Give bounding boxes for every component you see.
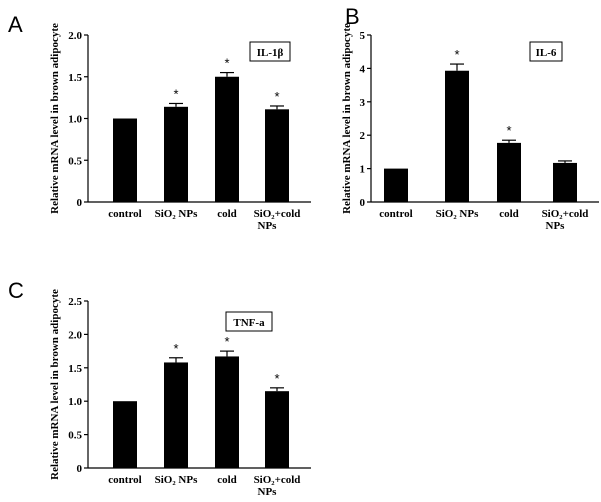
significance-star: * [224, 334, 229, 349]
significance-star: * [224, 56, 229, 71]
legend-label: IL-1β [257, 47, 284, 59]
y-tick-label: 4 [360, 63, 366, 75]
legend-box [529, 41, 563, 62]
y-tick-label: 1.0 [68, 114, 82, 126]
x-tick-label-line2: NPs [258, 486, 278, 498]
bar [113, 401, 137, 468]
y-tick-label: 5 [360, 30, 366, 42]
legend-label: TNF-a [233, 317, 265, 329]
x-tick-label: SiO₂+cold [254, 474, 301, 486]
legend-label: IL-6 [536, 47, 557, 59]
x-tick-label: SiO₂ NPs [436, 208, 479, 220]
y-tick-label: 0 [77, 463, 83, 475]
y-tick-label: 2 [360, 130, 366, 142]
x-tick-label-line2: NPs [258, 220, 278, 232]
bar [384, 168, 408, 202]
y-tick-label: 1.5 [68, 72, 82, 84]
x-tick-label: cold [217, 474, 237, 486]
x-tick-label-line2: NPs [546, 220, 566, 232]
x-tick-label: SiO₂ NPs [155, 474, 198, 486]
bar [497, 142, 521, 202]
bar [265, 109, 289, 202]
chart-panel-a: A Relative mRNA level in brown adipocyte 0… [8, 12, 311, 232]
bar [215, 76, 239, 202]
legend-box [249, 41, 291, 62]
panel-letter: B [345, 4, 360, 29]
y-tick-label: 1.5 [68, 363, 82, 375]
x-tick-label: SiO₂+cold [254, 208, 301, 220]
y-tick-label: 1 [360, 164, 366, 176]
y-tick-label: 0.5 [68, 430, 82, 442]
significance-star: * [506, 123, 511, 138]
bar [553, 162, 577, 202]
y-tick-label: 0 [77, 197, 83, 209]
x-tick-label: SiO₂+cold [542, 208, 589, 220]
x-tick-label: cold [217, 208, 237, 220]
significance-star: * [173, 341, 178, 356]
bar [113, 118, 137, 202]
bar [215, 356, 239, 468]
significance-star: * [274, 89, 279, 104]
bar [265, 391, 289, 468]
significance-star: * [454, 47, 459, 62]
y-tick-label: 0 [360, 197, 366, 209]
chart-panel-c: C Relative mRNA level in brown adipocyte 0… [8, 278, 311, 498]
y-axis-label: Relative mRNA level in brown adipocyte [341, 23, 353, 214]
bar [445, 70, 469, 202]
y-tick-label: 2.5 [68, 296, 82, 308]
x-tick-label: control [108, 474, 141, 486]
y-tick-label: 2.0 [68, 30, 82, 42]
bar [164, 362, 188, 468]
significance-star: * [173, 86, 178, 101]
x-tick-label: control [108, 208, 141, 220]
x-tick-label: SiO₂ NPs [155, 208, 198, 220]
panel-letter: A [8, 12, 23, 37]
x-tick-label: control [379, 208, 412, 220]
bar [164, 106, 188, 202]
y-tick-label: 3 [360, 97, 366, 109]
x-tick-label: cold [499, 208, 519, 220]
y-tick-label: 0.5 [68, 155, 82, 167]
legend-box [225, 311, 273, 332]
y-axis-label: Relative mRNA level in brown adipocyte [49, 23, 61, 214]
panel-letter: C [8, 278, 24, 303]
significance-star: * [274, 371, 279, 386]
y-tick-label: 1.0 [68, 396, 82, 408]
y-axis-label: Relative mRNA level in brown adipocyte [49, 289, 61, 480]
y-tick-label: 2.0 [68, 329, 82, 341]
